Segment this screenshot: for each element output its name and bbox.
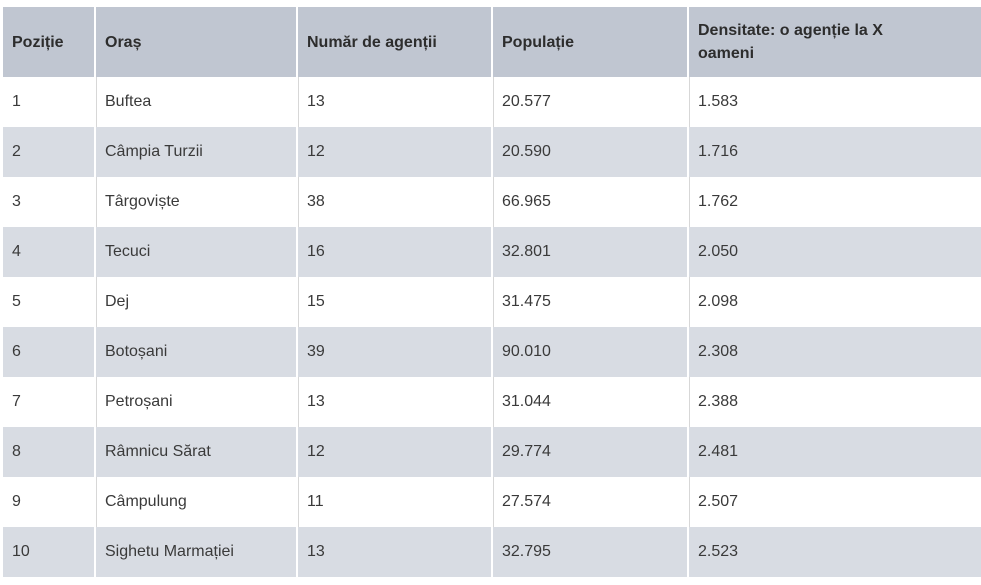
table-row: 2 Câmpia Turzii 12 20.590 1.716 (3, 127, 981, 177)
cell-densitate: 2.098 (687, 277, 981, 327)
cell-pozitie: 6 (3, 327, 95, 377)
column-header-label: Oraș (105, 33, 142, 51)
column-header-densitate: Densitate: o agenție la X oameni (687, 7, 981, 77)
cell-agentii: 38 (296, 177, 492, 227)
cell-oras: Târgoviște (94, 177, 297, 227)
table-row: 10 Sighetu Marmației 13 32.795 2.523 (3, 527, 981, 577)
cell-agentii: 13 (296, 77, 492, 127)
cell-densitate: 2.050 (687, 227, 981, 277)
cell-oras: Botoșani (94, 327, 297, 377)
cell-populatie: 90.010 (491, 327, 688, 377)
cell-pozitie: 5 (3, 277, 95, 327)
table-row: 8 Râmnicu Sărat 12 29.774 2.481 (3, 427, 981, 477)
header-row: Poziție Oraș Număr de agenții Populație Dens… (3, 7, 981, 77)
table-row: 7 Petroșani 13 31.044 2.388 (3, 377, 981, 427)
column-header-agentii: Număr de agenții (296, 7, 492, 77)
cell-oras: Petroșani (94, 377, 297, 427)
cell-agentii: 13 (296, 377, 492, 427)
column-header-pozitie: Poziție (3, 7, 95, 77)
cell-densitate: 1.762 (687, 177, 981, 227)
table-row: 9 Câmpulung 11 27.574 2.507 (3, 477, 981, 527)
column-header-oras: Oraș (94, 7, 297, 77)
cell-pozitie: 8 (3, 427, 95, 477)
cell-densitate: 1.583 (687, 77, 981, 127)
cell-populatie: 32.801 (491, 227, 688, 277)
cell-oras: Sighetu Marmației (94, 527, 297, 577)
cell-agentii: 16 (296, 227, 492, 277)
cell-agentii: 12 (296, 427, 492, 477)
cell-pozitie: 2 (3, 127, 95, 177)
cell-oras: Câmpia Turzii (94, 127, 297, 177)
cell-pozitie: 4 (3, 227, 95, 277)
column-header-label: Populație (502, 33, 575, 51)
cell-oras: Buftea (94, 77, 297, 127)
table-row: 5 Dej 15 31.475 2.098 (3, 277, 981, 327)
cell-agentii: 15 (296, 277, 492, 327)
column-header-label: Densitate: o agenție la X oameni (698, 22, 883, 62)
cell-agentii: 13 (296, 527, 492, 577)
table-row: 4 Tecuci 16 32.801 2.050 (3, 227, 981, 277)
cell-oras: Tecuci (94, 227, 297, 277)
cell-populatie: 29.774 (491, 427, 688, 477)
column-header-label: Număr de agenții (307, 33, 437, 51)
cell-densitate: 1.716 (687, 127, 981, 177)
cell-pozitie: 1 (3, 77, 95, 127)
cell-densitate: 2.308 (687, 327, 981, 377)
cell-agentii: 39 (296, 327, 492, 377)
cell-pozitie: 7 (3, 377, 95, 427)
cell-populatie: 31.044 (491, 377, 688, 427)
cell-pozitie: 9 (3, 477, 95, 527)
cell-populatie: 20.590 (491, 127, 688, 177)
cell-populatie: 32.795 (491, 527, 688, 577)
cell-pozitie: 3 (3, 177, 95, 227)
cell-densitate: 2.481 (687, 427, 981, 477)
cell-oras: Râmnicu Sărat (94, 427, 297, 477)
cell-agentii: 11 (296, 477, 492, 527)
cell-populatie: 31.475 (491, 277, 688, 327)
cell-agentii: 12 (296, 127, 492, 177)
cell-oras: Câmpulung (94, 477, 297, 527)
cell-densitate: 2.507 (687, 477, 981, 527)
column-header-label: Poziție (12, 33, 64, 51)
cell-populatie: 66.965 (491, 177, 688, 227)
cell-densitate: 2.388 (687, 377, 981, 427)
column-header-populatie: Populație (491, 7, 688, 77)
cell-oras: Dej (94, 277, 297, 327)
table-header: Poziție Oraș Număr de agenții Populație Dens… (3, 7, 981, 77)
table-row: 1 Buftea 13 20.577 1.583 (3, 77, 981, 127)
cell-populatie: 27.574 (491, 477, 688, 527)
cell-populatie: 20.577 (491, 77, 688, 127)
cell-pozitie: 10 (3, 527, 95, 577)
cell-densitate: 2.523 (687, 527, 981, 577)
table-row: 6 Botoșani 39 90.010 2.308 (3, 327, 981, 377)
table-row: 3 Târgoviște 38 66.965 1.762 (3, 177, 981, 227)
cities-agencies-density-table: Poziție Oraș Număr de agenții Populație Dens… (3, 7, 981, 577)
table-body: 1 Buftea 13 20.577 1.583 2 Câmpia Turzii 12 20.5… (3, 77, 981, 577)
